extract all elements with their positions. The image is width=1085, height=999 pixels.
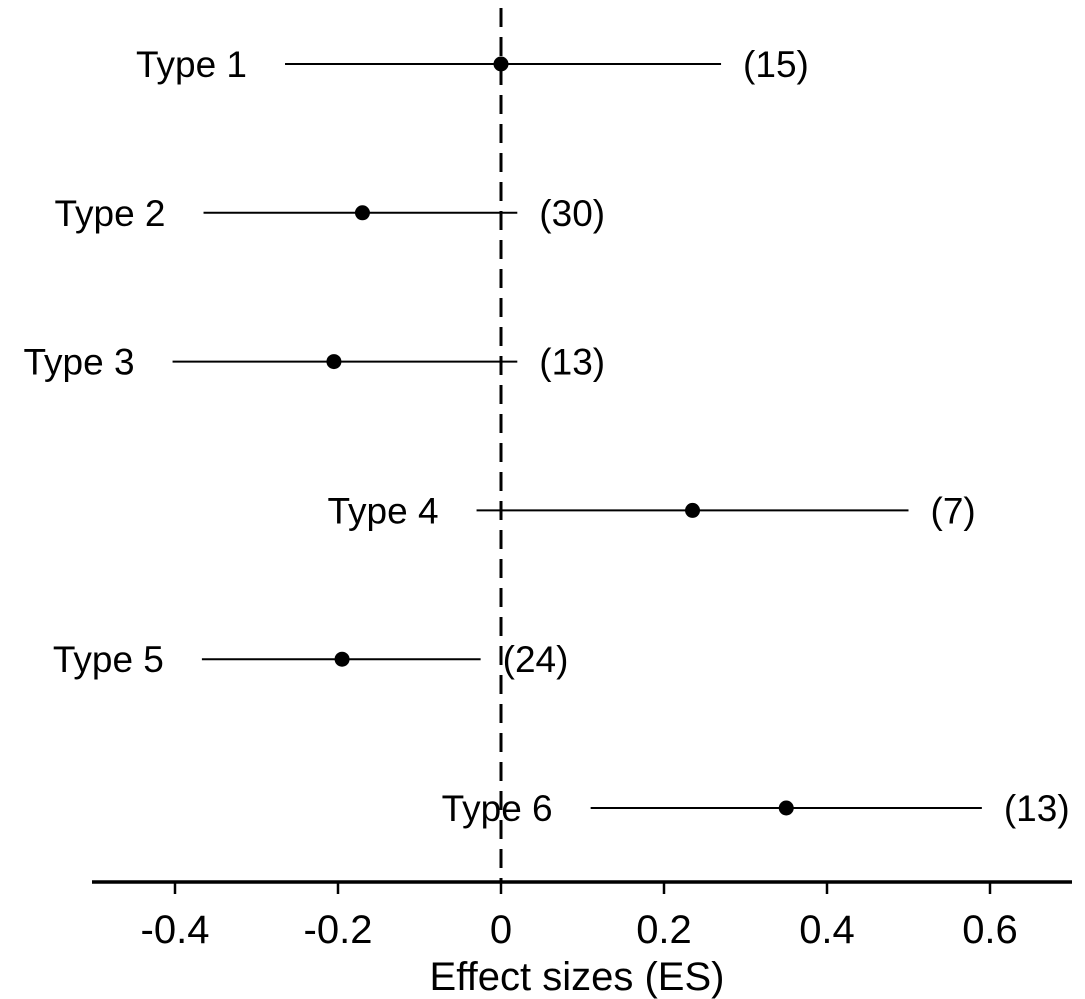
x-axis-title: Effect sizes (ES) bbox=[430, 955, 725, 999]
row-label: Type 3 bbox=[23, 342, 134, 383]
x-tick-label: 0.6 bbox=[962, 908, 1018, 952]
forest-row: Type 5 (24) bbox=[53, 639, 569, 680]
effect-size-point bbox=[334, 651, 350, 667]
forest-row: Type 4 (7) bbox=[327, 490, 975, 531]
row-label: Type 1 bbox=[136, 44, 247, 85]
forest-row: Type 2 (30) bbox=[54, 193, 605, 234]
x-tick-label: -0.4 bbox=[141, 908, 210, 952]
x-tick-label: 0.4 bbox=[799, 908, 855, 952]
effect-size-point bbox=[685, 502, 701, 518]
sample-count-label: (30) bbox=[539, 193, 605, 234]
x-axis: -0.4 -0.2 0 0.2 0.4 0.6 bbox=[92, 880, 1072, 952]
sample-count-label: (24) bbox=[503, 639, 569, 680]
forest-row: Type 1 (15) bbox=[136, 44, 809, 85]
sample-count-label: (13) bbox=[1004, 788, 1070, 829]
sample-count-label: (15) bbox=[743, 44, 809, 85]
sample-count-label: (13) bbox=[539, 342, 605, 383]
row-label: Type 5 bbox=[53, 639, 164, 680]
effect-size-point bbox=[493, 56, 509, 72]
rows-layer: Type 1 (15)Type 2 (30)Type 3 (13)Type 4 (7)T… bbox=[23, 44, 1069, 829]
sample-count-label: (7) bbox=[931, 490, 976, 531]
row-label: Type 6 bbox=[442, 788, 553, 829]
forest-row: Type 6 (13) bbox=[442, 788, 1070, 829]
effect-size-point bbox=[354, 205, 370, 221]
x-tick-label: 0.2 bbox=[636, 908, 692, 952]
x-tick-label: -0.2 bbox=[304, 908, 373, 952]
x-tick-label: 0 bbox=[490, 908, 512, 952]
row-label: Type 4 bbox=[327, 490, 438, 531]
effect-size-point bbox=[778, 800, 794, 816]
effect-size-point bbox=[326, 354, 342, 370]
forest-row: Type 3 (13) bbox=[23, 342, 605, 383]
row-label: Type 2 bbox=[54, 193, 165, 234]
